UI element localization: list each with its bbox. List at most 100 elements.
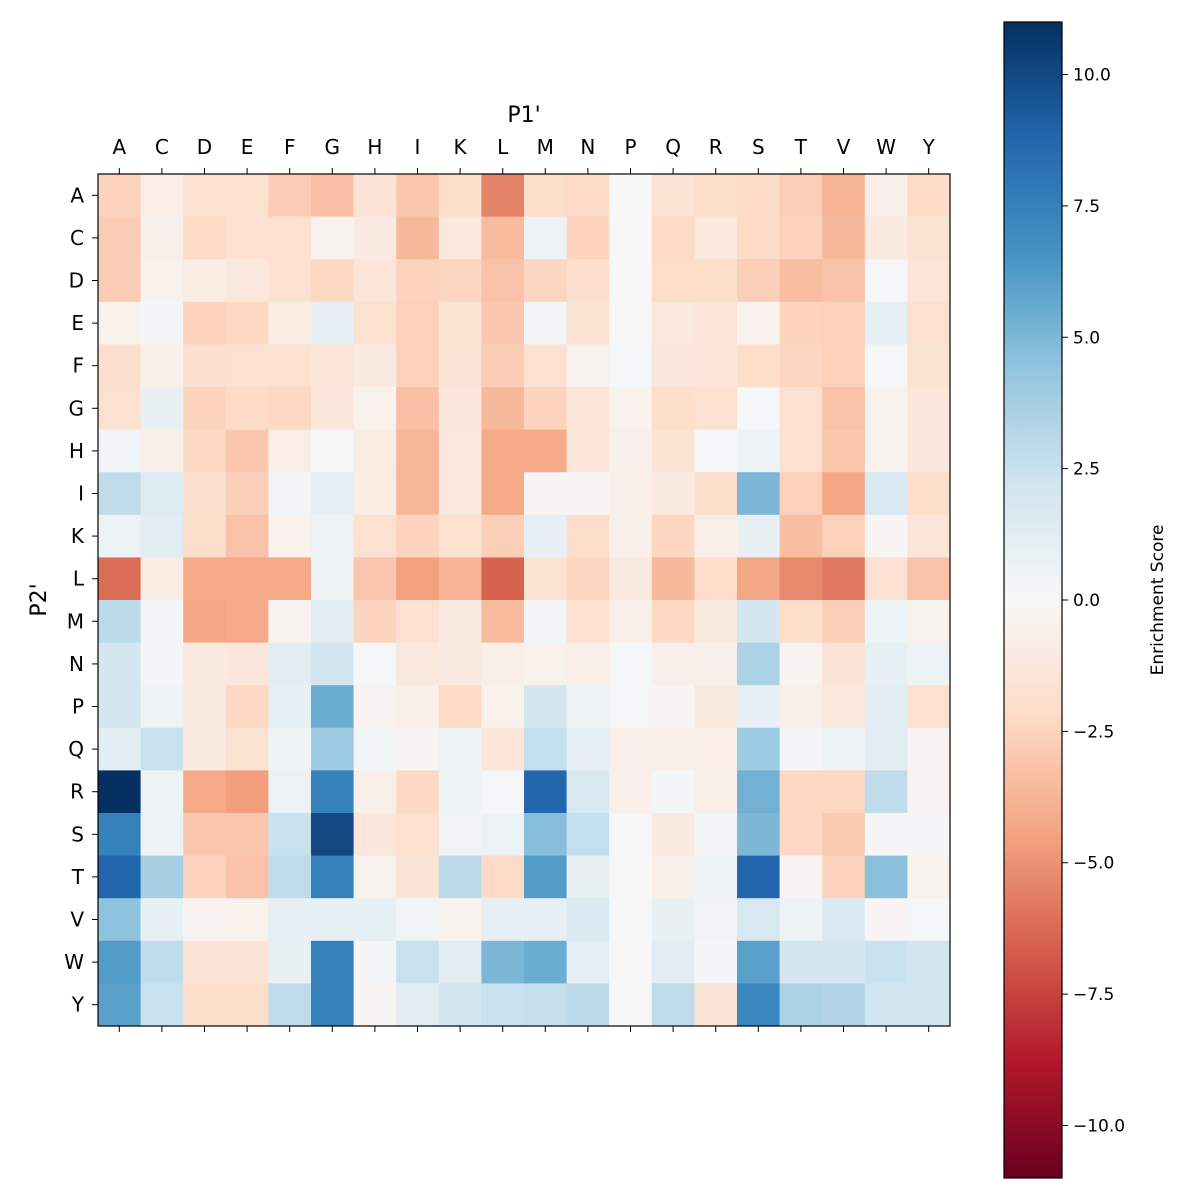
y-tick-label: Q xyxy=(68,737,84,761)
heatmap-cell xyxy=(225,472,269,516)
heatmap-cell xyxy=(98,429,142,473)
heatmap-cell xyxy=(822,387,866,431)
heatmap-cell xyxy=(396,727,440,771)
heatmap-cell xyxy=(481,429,525,473)
y-tick-label: A xyxy=(70,183,84,207)
heatmap-cell xyxy=(140,344,184,388)
heatmap-cell xyxy=(396,301,440,345)
heatmap-cell xyxy=(183,770,227,814)
heatmap-cell xyxy=(651,259,695,303)
heatmap-cell xyxy=(396,685,440,729)
heatmap-cell xyxy=(566,642,610,686)
x-axis-label: P1' xyxy=(507,103,540,128)
heatmap-cell xyxy=(779,855,823,899)
heatmap-cell xyxy=(183,557,227,601)
heatmap-cell xyxy=(353,983,397,1027)
heatmap-cell xyxy=(864,387,908,431)
heatmap-cell xyxy=(907,600,951,644)
heatmap-cell xyxy=(737,813,781,857)
x-tick-label: K xyxy=(454,135,468,159)
heatmap-cell xyxy=(311,940,355,984)
heatmap-cell xyxy=(694,813,738,857)
heatmap-cell xyxy=(694,983,738,1027)
heatmap-cell xyxy=(438,685,482,729)
heatmap-cell xyxy=(822,259,866,303)
heatmap-cell xyxy=(609,472,653,516)
heatmap-cell xyxy=(140,685,184,729)
heatmap-cell xyxy=(225,600,269,644)
heatmap-cell xyxy=(737,216,781,260)
heatmap-cell xyxy=(524,429,568,473)
heatmap-cell xyxy=(183,940,227,984)
x-tick-label: C xyxy=(155,135,169,159)
heatmap-cell xyxy=(651,301,695,345)
heatmap-cell xyxy=(438,174,482,218)
heatmap-cell xyxy=(651,344,695,388)
heatmap-cell xyxy=(822,813,866,857)
x-tick-label: G xyxy=(325,135,341,159)
heatmap-cell xyxy=(779,940,823,984)
heatmap-cell xyxy=(396,898,440,942)
heatmap-cell xyxy=(140,514,184,558)
heatmap-cell xyxy=(609,514,653,558)
heatmap-cell xyxy=(864,429,908,473)
heatmap-cell xyxy=(609,898,653,942)
heatmap-cell xyxy=(609,813,653,857)
heatmap-cell xyxy=(822,855,866,899)
heatmap-cell xyxy=(353,600,397,644)
heatmap-cell xyxy=(822,429,866,473)
heatmap-cell xyxy=(311,514,355,558)
heatmap-cell xyxy=(779,813,823,857)
heatmap-cell xyxy=(609,557,653,601)
heatmap-cell xyxy=(183,983,227,1027)
y-tick-label: Y xyxy=(71,993,85,1017)
heatmap-cell xyxy=(438,940,482,984)
heatmap-cell xyxy=(694,685,738,729)
heatmap-cell xyxy=(183,472,227,516)
heatmap-cell xyxy=(737,940,781,984)
heatmap-cell xyxy=(225,259,269,303)
heatmap-cell xyxy=(438,770,482,814)
heatmap-cell xyxy=(481,685,525,729)
heatmap-cell xyxy=(353,855,397,899)
heatmap-cell xyxy=(779,216,823,260)
heatmap-cell xyxy=(225,301,269,345)
y-tick-label: K xyxy=(71,524,85,548)
y-tick-label: C xyxy=(70,226,84,250)
heatmap-cell xyxy=(694,855,738,899)
heatmap-cell xyxy=(438,855,482,899)
heatmap-cell xyxy=(864,983,908,1027)
heatmap-cell xyxy=(225,174,269,218)
heatmap-cell xyxy=(822,983,866,1027)
heatmap-cell xyxy=(311,770,355,814)
heatmap-cell xyxy=(268,727,312,771)
heatmap-cell xyxy=(609,983,653,1027)
heatmap-cell xyxy=(907,642,951,686)
heatmap-cell xyxy=(268,472,312,516)
y-tick-label: I xyxy=(78,482,84,506)
heatmap-cell xyxy=(822,301,866,345)
heatmap-cell xyxy=(268,344,312,388)
heatmap-cell xyxy=(864,685,908,729)
x-tick-label: F xyxy=(284,135,296,159)
heatmap-cell xyxy=(268,259,312,303)
heatmap-cell xyxy=(140,301,184,345)
heatmap-cell xyxy=(737,685,781,729)
x-tick-label: T xyxy=(794,135,808,159)
heatmap-cell xyxy=(651,642,695,686)
heatmap-cell xyxy=(651,855,695,899)
heatmap-cell xyxy=(779,472,823,516)
heatmap-cell xyxy=(98,983,142,1027)
heatmap-cell xyxy=(822,514,866,558)
x-tick-label: M xyxy=(537,135,554,159)
heatmap-cell xyxy=(566,855,610,899)
heatmap-cell xyxy=(396,216,440,260)
heatmap-cell xyxy=(140,259,184,303)
heatmap-cell xyxy=(737,642,781,686)
heatmap-cell xyxy=(268,813,312,857)
heatmap-cell xyxy=(524,600,568,644)
heatmap-cell xyxy=(140,813,184,857)
heatmap-cell xyxy=(353,301,397,345)
